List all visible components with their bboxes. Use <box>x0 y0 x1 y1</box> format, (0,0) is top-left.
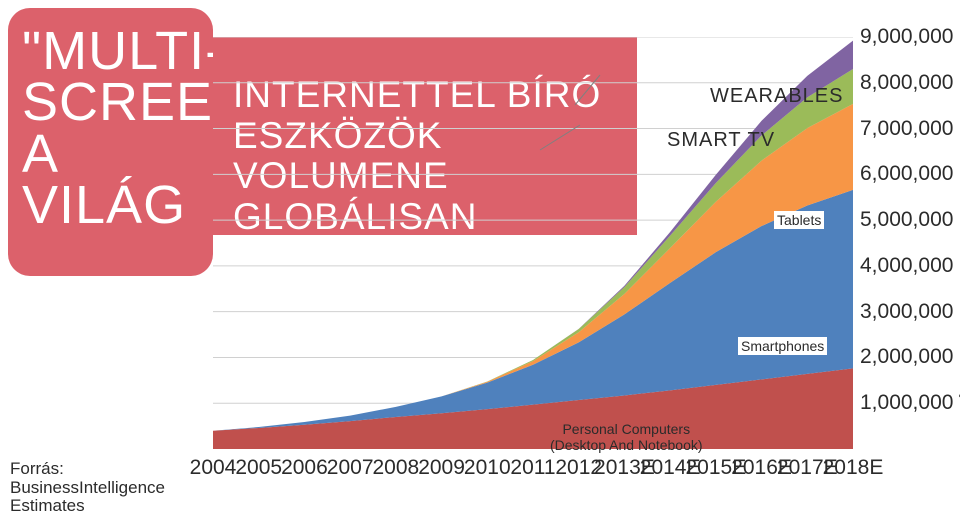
headline-badge: "MULTI- SCREEN" A VILÁG <box>8 8 213 276</box>
y-axis-label: Eszközök száma (ezer db) <box>956 260 960 531</box>
x-tick: 2006 <box>281 456 328 480</box>
x-tick: 2011 <box>510 456 555 480</box>
y-tick: 2,000,000 <box>860 345 953 369</box>
x-tick: 2008 <box>372 456 419 480</box>
source-line-2: Estimates <box>10 497 210 516</box>
y-tick: 8,000,000 <box>860 71 953 95</box>
source-line-1: Forrás: BusinessIntelligence <box>10 460 210 497</box>
label-smartphones: Smartphones <box>738 337 827 355</box>
y-tick: 4,000,000 <box>860 254 953 278</box>
y-tick: 3,000,000 <box>860 300 953 324</box>
x-tick: 2009 <box>418 456 465 480</box>
x-tick: 2010 <box>464 456 511 480</box>
y-tick: 1,000,000 <box>860 391 953 415</box>
x-tick: 2007 <box>327 456 374 480</box>
x-tick: 2005 <box>235 456 282 480</box>
badge-line-1: "MULTI- <box>22 26 199 77</box>
x-axis-ticks: 2004200520062007200820092010201120122013… <box>213 456 853 486</box>
label-smarttv: SMART TV <box>664 128 778 153</box>
y-tick: 5,000,000 <box>860 208 953 232</box>
y-tick: 9,000,000 <box>860 25 953 49</box>
label-wearables: WEARABLES <box>707 84 846 109</box>
x-tick: 2018E <box>823 456 884 480</box>
y-tick: 7,000,000 <box>860 117 953 141</box>
y-axis-ticks: 1,000,0002,000,0003,000,0004,000,0005,00… <box>860 37 932 449</box>
y-tick: 6,000,000 <box>860 162 953 186</box>
label-pc: Personal Computers (Desktop And Notebook… <box>547 420 706 454</box>
label-tablets: Tablets <box>774 211 824 229</box>
badge-line-3: A VILÁG <box>22 129 199 232</box>
source-attribution: Forrás: BusinessIntelligence Estimates <box>10 460 210 516</box>
badge-line-2: SCREEN" <box>22 77 199 128</box>
